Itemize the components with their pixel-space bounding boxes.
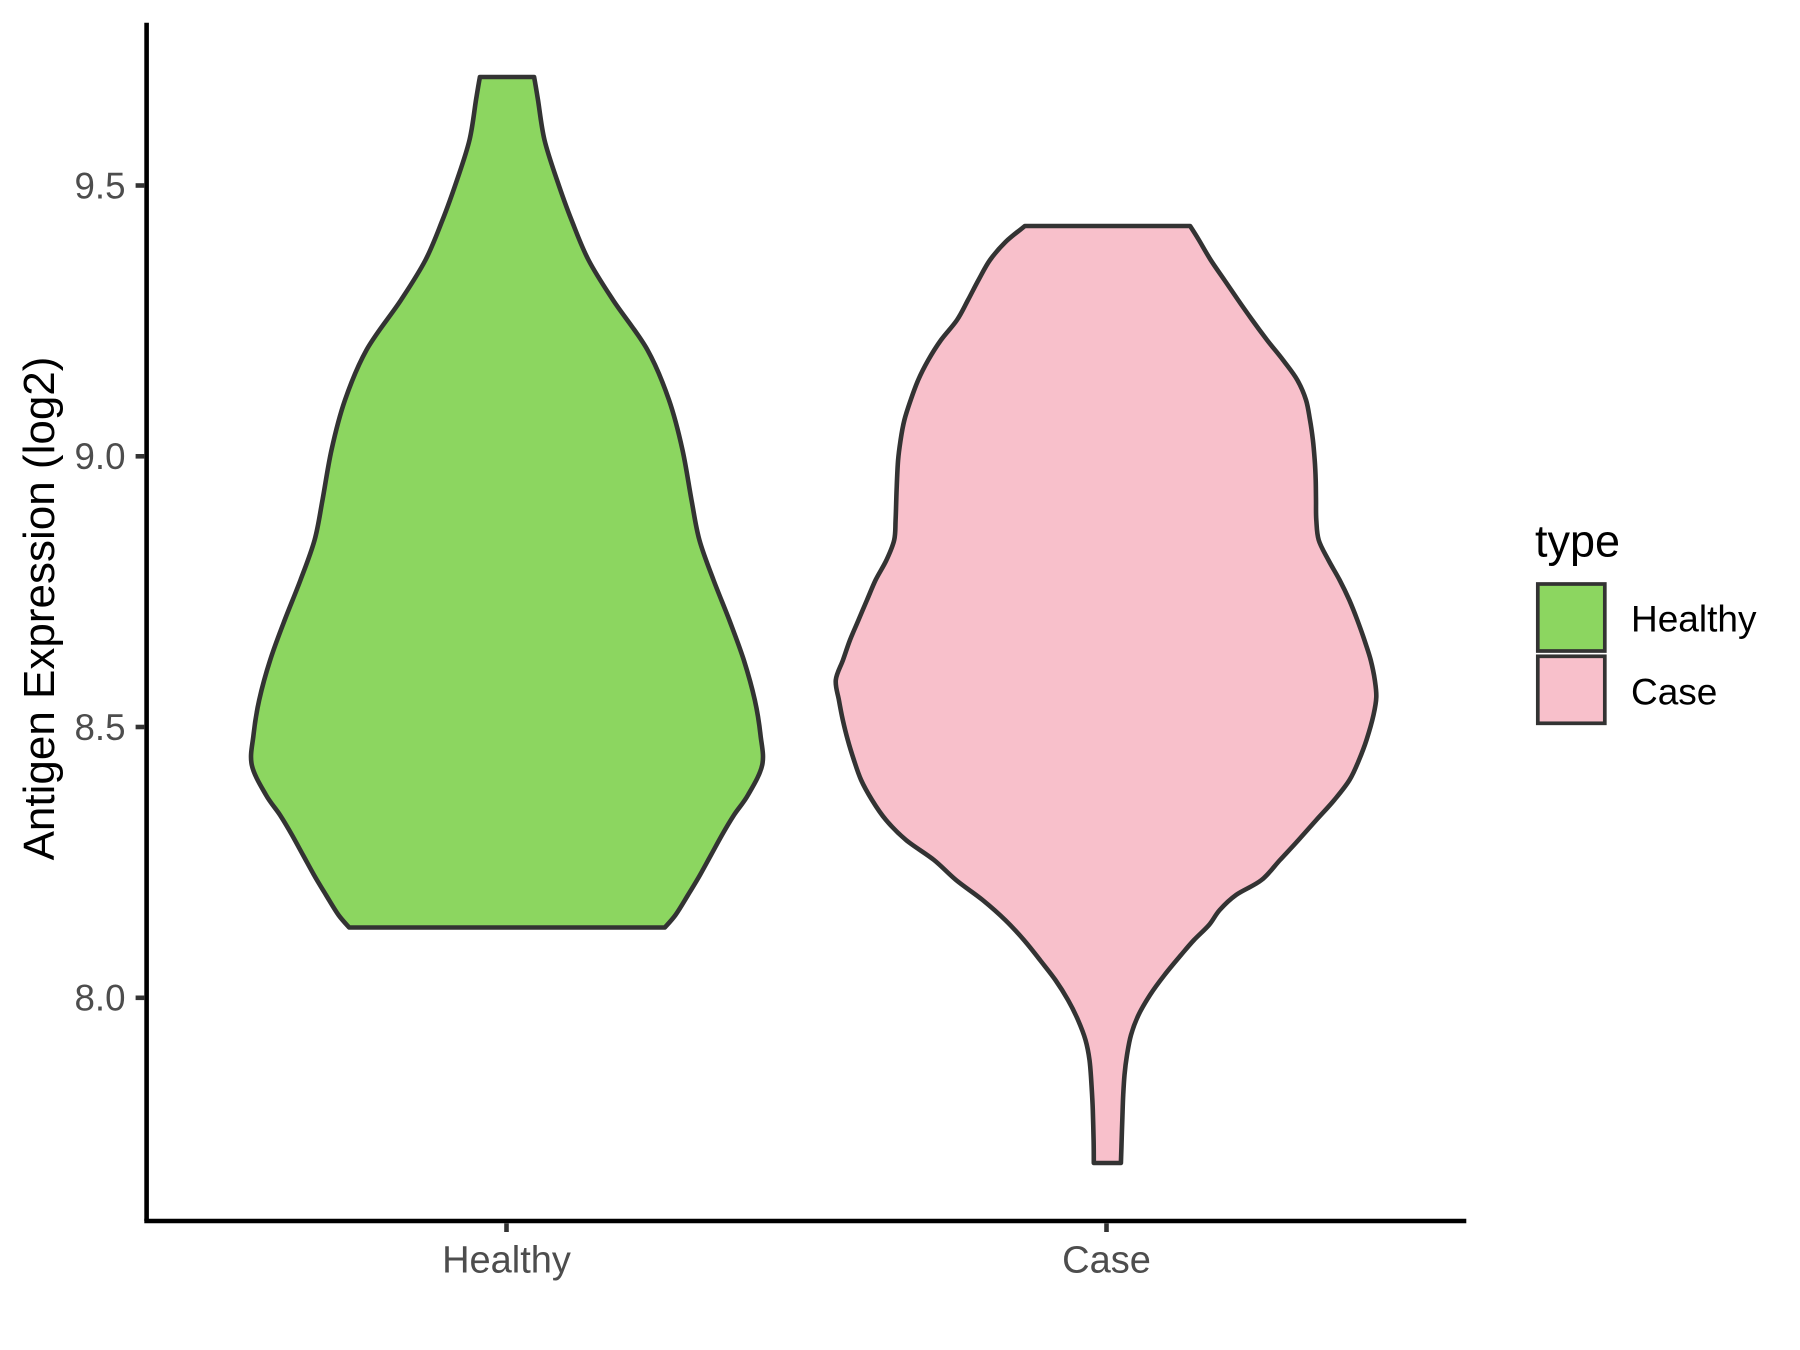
- svg-text:Healthy: Healthy: [442, 1240, 571, 1282]
- svg-text:9.0: 9.0: [74, 436, 125, 477]
- svg-text:Healthy: Healthy: [1631, 599, 1757, 640]
- svg-text:Antigen Expression (log2): Antigen Expression (log2): [15, 357, 64, 861]
- svg-text:8.0: 8.0: [74, 978, 125, 1019]
- svg-text:9.5: 9.5: [74, 165, 125, 206]
- svg-text:Case: Case: [1631, 672, 1717, 713]
- svg-text:Case: Case: [1062, 1240, 1151, 1282]
- svg-text:type: type: [1535, 516, 1620, 567]
- svg-text:8.5: 8.5: [74, 707, 125, 748]
